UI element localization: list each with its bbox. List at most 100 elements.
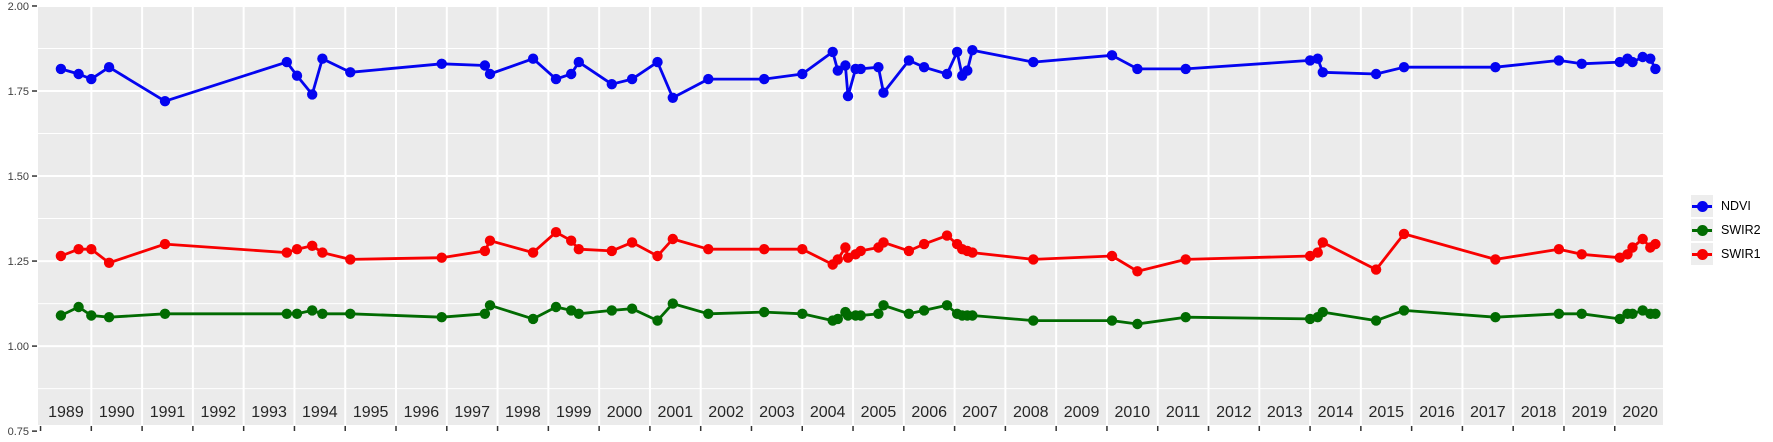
data-point (1028, 56, 1039, 68)
x-axis-label: 2008 (1013, 404, 1049, 421)
data-point (1490, 254, 1501, 265)
data-point (832, 65, 843, 76)
x-axis-label: 2003 (759, 404, 795, 421)
point-swatch-icon (1696, 200, 1708, 212)
legend-key-box (1691, 219, 1713, 241)
data-point (703, 73, 714, 85)
data-point (103, 312, 115, 323)
data-point (797, 244, 808, 255)
data-point (573, 308, 584, 319)
x-axis-label: 1999 (556, 404, 592, 421)
data-point (967, 45, 978, 56)
data-point (307, 240, 318, 251)
data-point (941, 300, 953, 311)
x-axis-label: 1992 (200, 404, 236, 421)
x-axis-label: 1990 (99, 404, 135, 421)
x-axis-label: 2010 (1115, 404, 1151, 421)
data-point (827, 46, 838, 58)
data-point (1106, 250, 1118, 262)
data-point (1312, 247, 1323, 258)
data-point (832, 313, 843, 325)
data-point (1132, 266, 1143, 277)
data-point (951, 46, 963, 58)
data-point (1370, 315, 1382, 326)
y-axis-label: 1.50 (8, 171, 29, 183)
y-axis-label: 1.75 (8, 86, 29, 98)
x-axis-label: 1991 (150, 404, 186, 421)
data-point (1576, 58, 1587, 69)
data-point (1180, 254, 1191, 265)
data-point (1576, 308, 1587, 319)
data-point (1490, 312, 1501, 323)
data-point (566, 68, 577, 80)
data-point (1627, 56, 1638, 68)
legend: NDVI SWIR2 SWIR1 (1691, 195, 1761, 267)
y-axis-label: 0.75 (8, 426, 29, 438)
data-point (1028, 315, 1039, 326)
data-point (1398, 228, 1410, 240)
x-axis-label: 2005 (861, 404, 897, 421)
data-point (918, 238, 930, 250)
data-point (550, 73, 562, 85)
data-point (652, 315, 663, 326)
x-axis-label: 1994 (302, 404, 338, 421)
data-point (345, 254, 356, 265)
data-point (797, 68, 808, 80)
data-point (527, 53, 539, 64)
x-axis-label: 2018 (1521, 404, 1557, 421)
data-point (941, 230, 953, 241)
data-point (281, 247, 292, 258)
x-axis-label: 1993 (251, 404, 287, 421)
data-point (436, 312, 447, 323)
data-point (291, 308, 303, 319)
data-point (1650, 238, 1661, 250)
data-point (903, 308, 915, 319)
data-point (479, 60, 491, 71)
data-point (1553, 244, 1565, 255)
legend-entry-swir1: SWIR1 (1691, 243, 1761, 265)
data-point (573, 244, 584, 255)
data-point (103, 257, 115, 268)
x-axis-label: 2019 (1572, 404, 1608, 421)
data-point (281, 56, 292, 68)
legend-key-box (1691, 195, 1713, 217)
data-point (878, 237, 889, 248)
data-point (1370, 264, 1382, 275)
y-axis-label: 1.25 (8, 256, 29, 268)
data-point (281, 308, 292, 319)
data-point (1637, 233, 1648, 245)
data-point (606, 305, 617, 316)
data-point (479, 245, 491, 257)
data-point (1180, 312, 1191, 323)
data-point (667, 298, 678, 309)
panel-background (38, 7, 1663, 425)
x-axis-label: 2000 (607, 404, 643, 421)
data-point (703, 308, 714, 319)
y-axis-label: 1.00 (8, 341, 29, 353)
y-axis-label: 2.00 (8, 1, 29, 13)
data-point (832, 254, 843, 265)
data-point (626, 237, 638, 248)
data-point (1614, 313, 1626, 325)
data-point (1490, 61, 1501, 73)
data-point (903, 55, 915, 66)
x-axis-label: 2004 (810, 404, 846, 421)
data-point (1398, 61, 1410, 73)
data-point (941, 68, 953, 80)
data-point (484, 235, 496, 246)
data-point (345, 308, 356, 319)
data-point (527, 313, 539, 325)
data-point (159, 238, 171, 250)
x-axis-label: 2002 (708, 404, 744, 421)
data-point (484, 68, 496, 80)
data-point (291, 70, 303, 81)
data-point (703, 244, 714, 255)
data-point (527, 247, 539, 258)
legend-label: NDVI (1721, 199, 1751, 213)
data-point (840, 60, 851, 71)
gridlines (38, 7, 1663, 425)
data-point (1645, 53, 1656, 64)
data-point (1028, 254, 1039, 265)
series-SWIR2 (55, 298, 1661, 330)
